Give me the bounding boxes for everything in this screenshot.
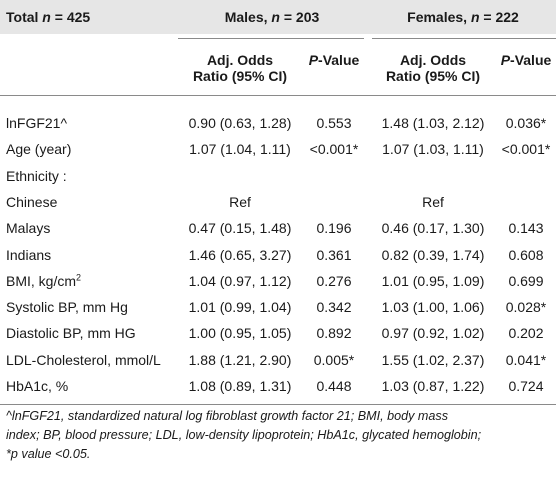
females-p-value: 0.036* — [505, 115, 547, 131]
row-label: Chinese — [6, 193, 58, 210]
males-p-value: 0.342 — [316, 299, 352, 316]
males-odds-ratio: 1.46 (0.65, 3.27) — [188, 246, 292, 263]
females-odds-ratio: 1.55 (1.02, 2.37) — [381, 351, 485, 368]
males-odds-ratio: 1.08 (0.89, 1.31) — [188, 378, 292, 394]
males-p-value: 0.892 — [316, 325, 352, 342]
row-label: Malays — [6, 220, 51, 237]
males-odds-ratio: 0.47 (0.15, 1.48) — [188, 220, 292, 237]
males-odds-ratio: Ref — [229, 193, 251, 210]
row-label: Systolic BP, mm Hg — [6, 299, 128, 316]
males-p-value: 0.361 — [316, 246, 352, 263]
females-odds-ratio: 1.48 (1.03, 2.12) — [381, 115, 485, 131]
males-p-value: 0.276 — [316, 272, 352, 289]
total-header: Total n = 425 — [6, 9, 91, 25]
females-odds-ratio: 1.03 (0.87, 1.22) — [381, 378, 485, 394]
females-p-value: 0.143 — [508, 220, 544, 237]
females-odds-ratio: Ref — [422, 193, 444, 210]
row-label: Indians — [6, 246, 52, 263]
males-odds-ratio: 1.00 (0.95, 1.05) — [188, 325, 292, 342]
females-odds-ratio: 1.01 (0.95, 1.09) — [381, 272, 485, 289]
table-bottom-rule — [0, 404, 556, 405]
females-odds-ratio: 0.46 (0.17, 1.30) — [381, 220, 485, 237]
females-p-header: P-Value — [500, 52, 552, 68]
row-label: lnFGF21^ — [6, 115, 68, 131]
females-group-rule — [372, 38, 556, 39]
row-label: LDL-Cholesterol, mmol/L — [6, 351, 161, 368]
males-group-rule — [178, 38, 364, 39]
females-odds-ratio: 1.03 (1.00, 1.06) — [381, 299, 485, 316]
males-p-value: 0.448 — [316, 378, 352, 394]
males-p-value: <0.001* — [309, 141, 359, 158]
females-p-value: 0.041* — [505, 351, 547, 368]
females-odds-ratio: 1.07 (1.03, 1.11) — [382, 141, 484, 158]
males-odds-ratio: 1.01 (0.99, 1.04) — [188, 299, 292, 316]
header-bottom-rule — [0, 95, 556, 96]
males-header: Males, n = 203 — [224, 9, 320, 25]
females-header: Females, n = 222 — [407, 9, 519, 25]
females-p-value: <0.001* — [501, 141, 551, 158]
row-label: Diastolic BP, mm HG — [6, 325, 136, 342]
males-odds-ratio: 1.07 (1.04, 1.11) — [189, 141, 291, 158]
males-odds-ratio: 1.04 (0.97, 1.12) — [188, 272, 292, 289]
males-p-value: 0.553 — [316, 115, 352, 131]
row-label: BMI, kg/cm2 — [6, 272, 82, 289]
row-label: Age (year) — [6, 141, 72, 158]
males-odds-ratio: 0.90 (0.63, 1.28) — [188, 115, 292, 131]
males-p-value: 0.196 — [316, 220, 352, 237]
females-or-header: Adj. Odds Ratio (95% CI) — [385, 52, 481, 84]
footnote: ^lnFGF21, standardized natural log fibro… — [6, 407, 552, 464]
females-p-value: 0.202 — [508, 325, 544, 342]
footnote-line: index; BP, blood pressure; LDL, low-dens… — [6, 428, 482, 442]
males-p-header: P-Value — [308, 52, 360, 68]
header-band — [0, 0, 556, 34]
females-p-value: 0.699 — [508, 272, 544, 289]
males-or-header: Adj. Odds Ratio (95% CI) — [192, 52, 288, 84]
males-odds-ratio: 1.88 (1.21, 2.90) — [188, 351, 292, 368]
row-label: HbA1c, % — [6, 378, 69, 394]
females-odds-ratio: 0.82 (0.39, 1.74) — [381, 246, 485, 263]
row-label: Ethnicity : — [6, 167, 67, 184]
footnote-line: ^lnFGF21, standardized natural log fibro… — [6, 409, 449, 423]
females-p-value: 0.608 — [508, 246, 544, 263]
footnote-line: *p value <0.05. — [6, 447, 91, 461]
females-p-value: 0.028* — [505, 299, 547, 316]
females-p-value: 0.724 — [508, 378, 544, 394]
males-p-value: 0.005* — [313, 351, 355, 368]
females-odds-ratio: 0.97 (0.92, 1.02) — [381, 325, 485, 342]
